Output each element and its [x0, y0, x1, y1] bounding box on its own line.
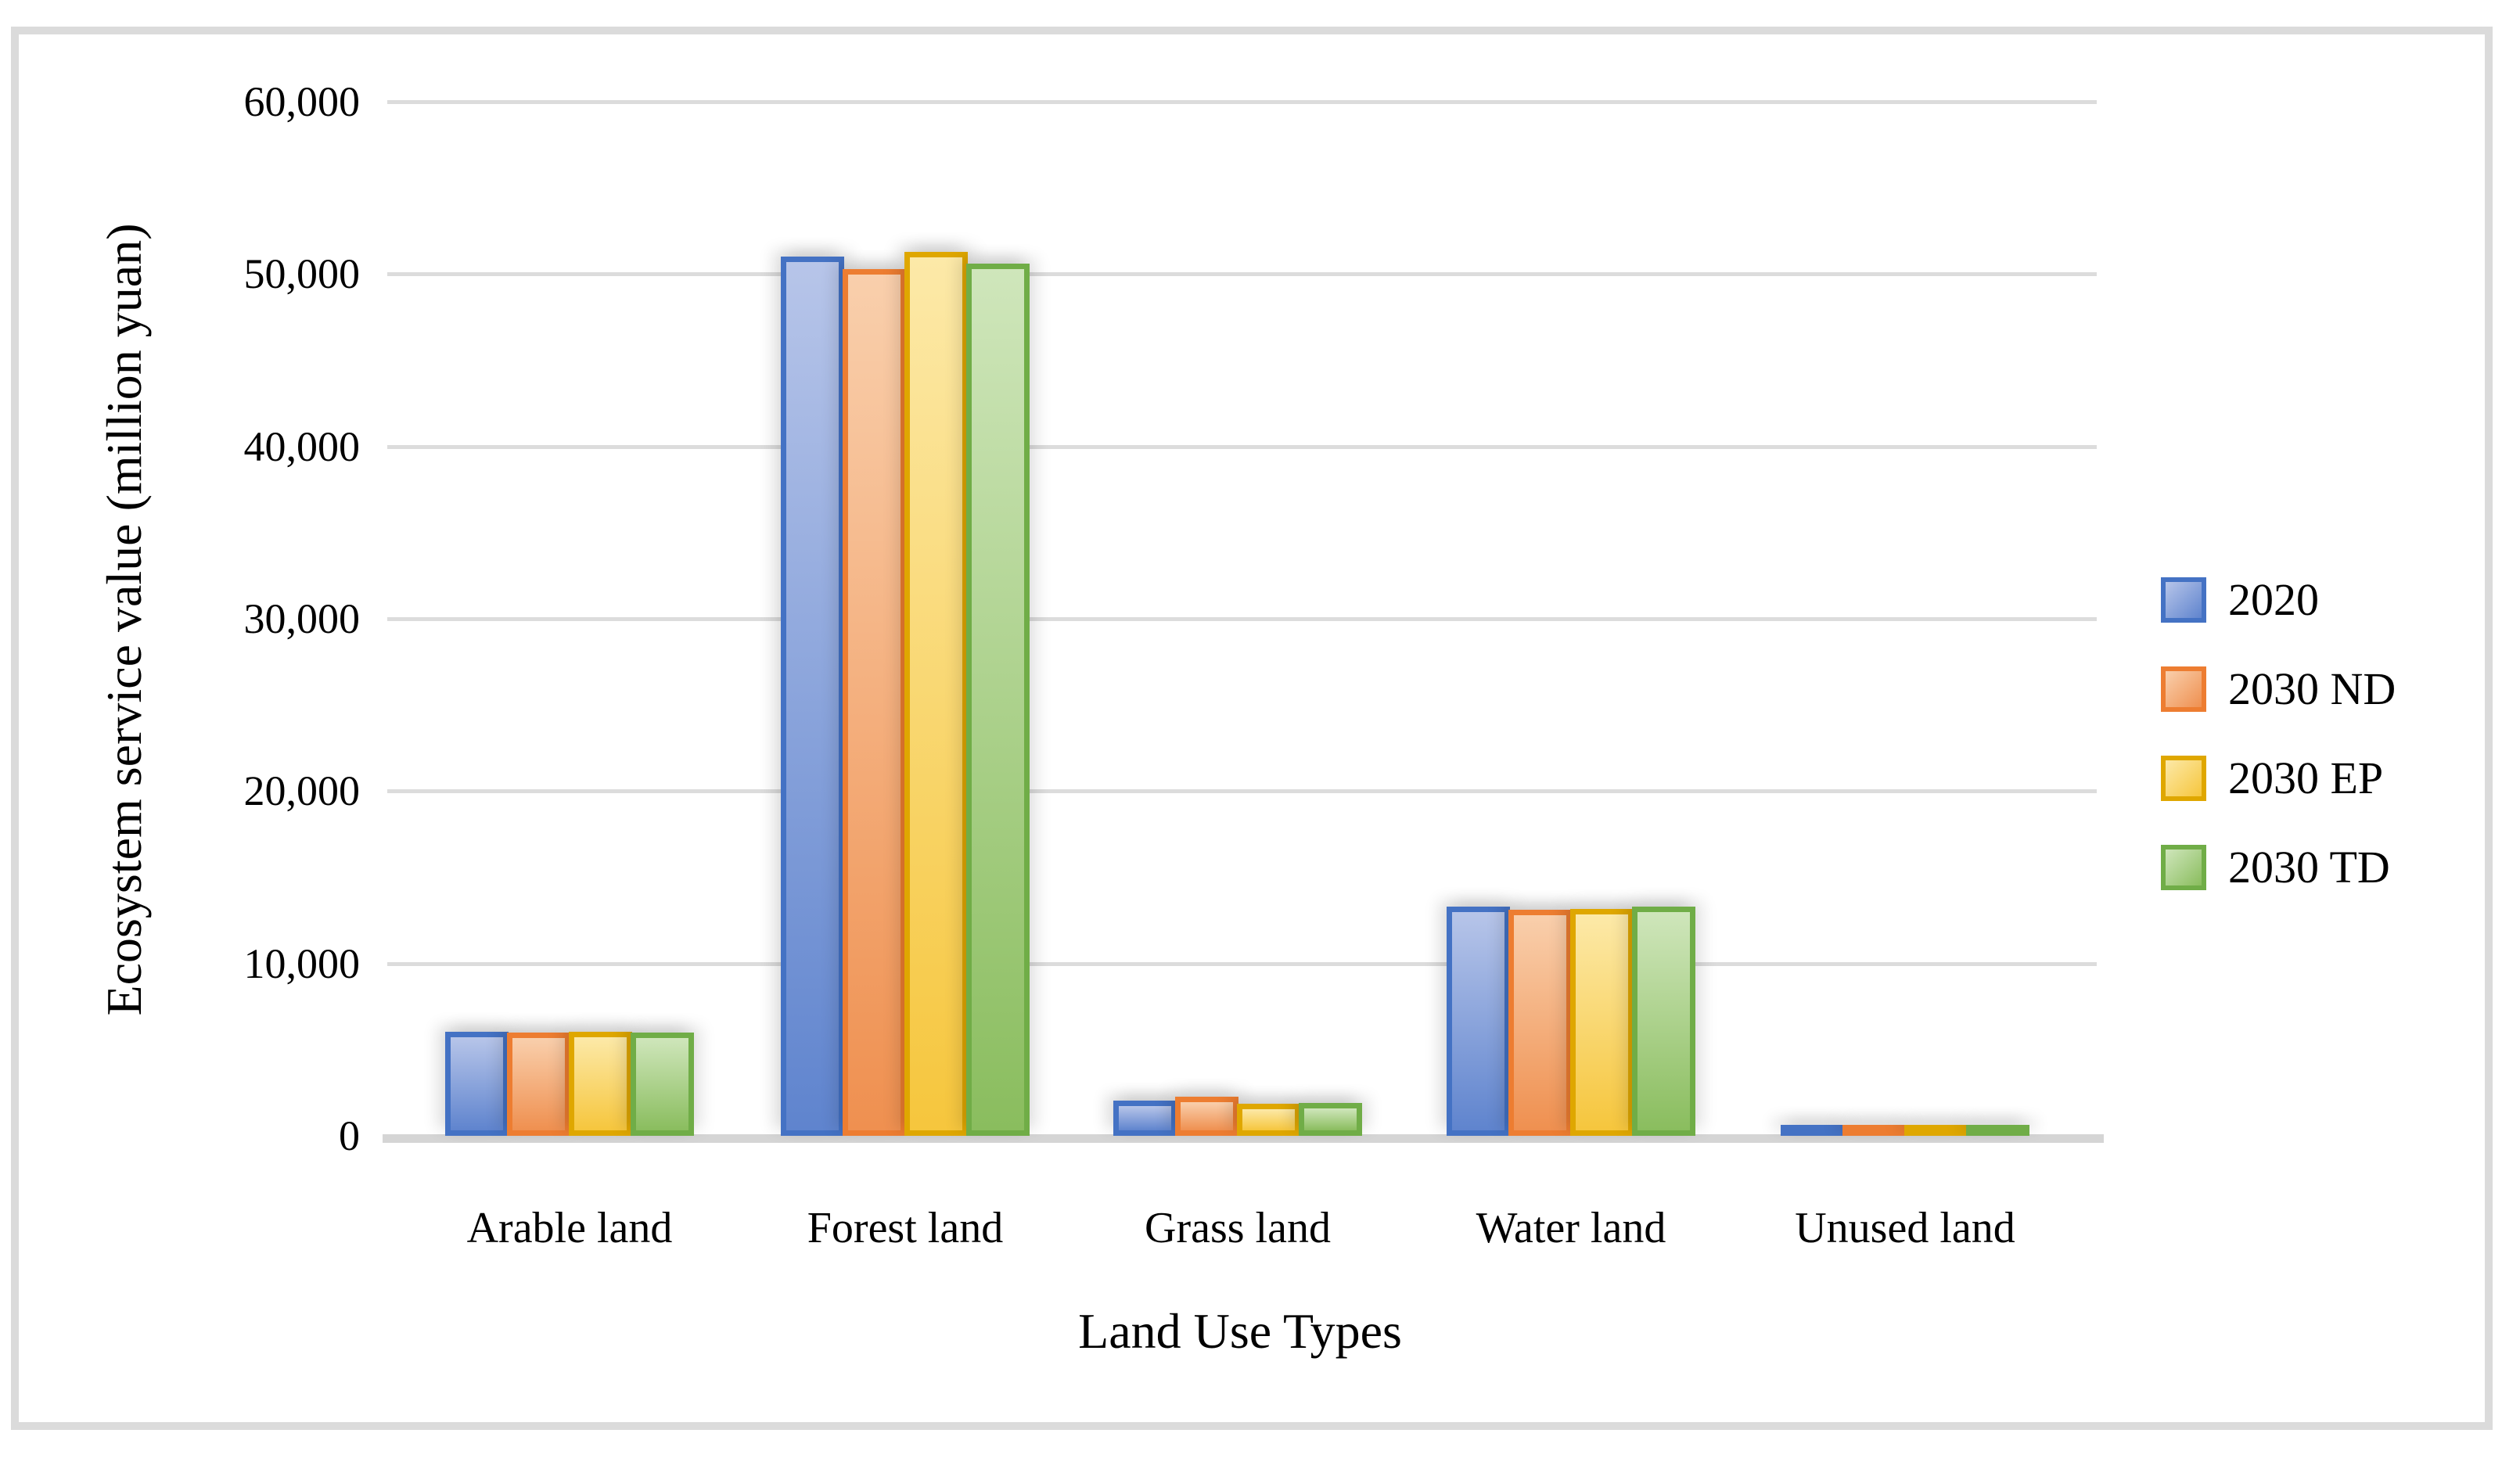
bar-2030-ep-arable-land [569, 1032, 632, 1136]
legend-swatch-icon [2161, 577, 2206, 623]
y-tick-label: 60,000 [243, 78, 361, 125]
category-label: Grass land [1145, 1204, 1331, 1252]
legend-label: 2030 EP [2228, 753, 2384, 803]
bar-2030-ep-unused-land [1904, 1125, 1968, 1136]
bar-2020-water-land [1447, 907, 1510, 1136]
legend-label: 2030 ND [2228, 663, 2396, 714]
x-axis-title: Land Use Types [1078, 1303, 1402, 1359]
legend-swatch-icon [2161, 666, 2206, 712]
y-tick-label: 30,000 [243, 595, 361, 642]
category-label: Forest land [807, 1204, 1004, 1252]
y-tick-label: 10,000 [243, 940, 361, 987]
bar-2030-td-arable-land [631, 1033, 694, 1136]
gridline [387, 272, 2097, 276]
legend-item: 2020 [2161, 577, 2396, 623]
plot-area [383, 100, 2104, 1143]
legend-item: 2030 TD [2161, 845, 2396, 890]
bar-2030-nd-grass-land [1175, 1097, 1238, 1136]
bar-2030-nd-arable-land [507, 1033, 570, 1136]
bar-2020-grass-land [1113, 1101, 1177, 1136]
bar-2020-forest-land [781, 257, 844, 1136]
legend-item: 2030 ND [2161, 666, 2396, 712]
y-axis-title: Ecosystem service value (million yuan) [96, 223, 152, 1016]
legend-swatch-icon [2161, 845, 2206, 890]
bar-2030-ep-forest-land [904, 252, 968, 1136]
bar-2030-td-unused-land [1966, 1125, 2029, 1136]
category-label: Unused land [1795, 1204, 2015, 1252]
gridline [387, 617, 2097, 621]
bar-2030-nd-water-land [1508, 910, 1572, 1136]
bar-2020-arable-land [445, 1032, 509, 1136]
bar-group-unused-land [1781, 1125, 2029, 1136]
y-tick-label: 40,000 [243, 423, 361, 470]
legend: 2020 2030 ND 2030 EP 2030 TD [2161, 577, 2396, 934]
bar-2020-unused-land [1781, 1125, 1844, 1136]
gridline [387, 962, 2097, 966]
bar-group-grass-land [1113, 1097, 1362, 1136]
legend-item: 2030 EP [2161, 756, 2396, 801]
bar-2030-nd-forest-land [843, 269, 906, 1136]
bar-group-arable-land [445, 1032, 694, 1136]
chart-frame [11, 27, 2493, 1430]
bar-2030-ep-water-land [1570, 909, 1634, 1136]
category-label: Water land [1476, 1204, 1666, 1252]
legend-swatch-icon [2161, 756, 2206, 801]
bar-group-forest-land [781, 252, 1030, 1136]
bar-2030-td-forest-land [966, 264, 1030, 1136]
bar-2030-td-water-land [1632, 907, 1695, 1136]
legend-label: 2020 [2228, 574, 2319, 625]
gridline [387, 445, 2097, 449]
bar-2030-td-grass-land [1299, 1103, 1362, 1136]
y-tick-label: 20,000 [243, 767, 361, 814]
bar-2030-ep-grass-land [1237, 1104, 1300, 1136]
y-tick-label: 50,000 [243, 250, 361, 297]
legend-label: 2030 TD [2228, 842, 2390, 893]
bar-group-water-land [1447, 907, 1695, 1136]
gridline [387, 789, 2097, 793]
x-axis-line [383, 1134, 2104, 1143]
category-label: Arable land [466, 1204, 673, 1252]
gridline [387, 100, 2097, 104]
bar-2030-nd-unused-land [1842, 1125, 1906, 1136]
y-tick-label: 0 [339, 1112, 360, 1159]
